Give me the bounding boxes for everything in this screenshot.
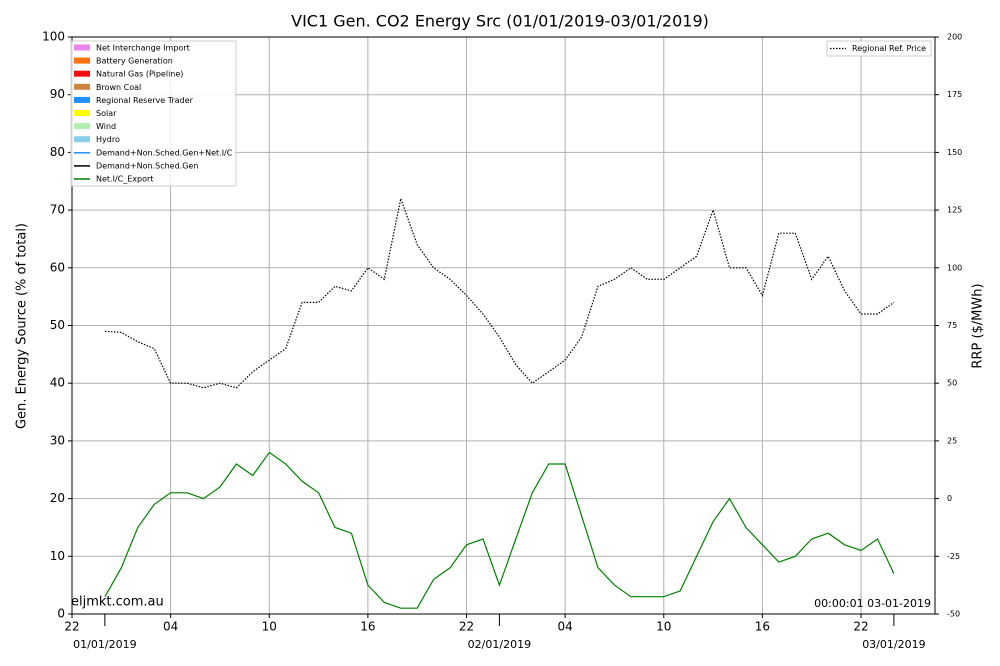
legend-label: Demand+Non.Sched.Gen+Net.I/C [96, 148, 233, 157]
y-tick-label: 50 [50, 318, 65, 332]
y-tick-label: 70 [50, 203, 65, 217]
y2-tick-label: 75 [947, 321, 957, 330]
legend2-box [826, 40, 932, 57]
x-tick-label: 22 [853, 620, 868, 634]
timestamp: 00:00:01 03-01-2019 [814, 597, 931, 610]
y-tick-label: 20 [50, 491, 65, 505]
x-date-label: 01/01/2019 [73, 638, 136, 651]
legend-swatch [74, 44, 90, 51]
y2-tick-label: -25 [947, 552, 960, 561]
x-tick-label: 10 [656, 620, 671, 634]
y-tick-label: 0 [57, 607, 65, 621]
y2-axis-label: RRP ($/MWh) [971, 283, 986, 368]
y2-tick-label: 175 [947, 90, 962, 99]
legend-label: Natural Gas (Pipeline) [96, 70, 183, 79]
legend-swatch [74, 83, 90, 90]
y2-tick-label: 0 [947, 494, 952, 503]
watermark: eljmkt.com.au [71, 595, 164, 610]
y-tick-label: 10 [50, 549, 65, 563]
chart-title: VIC1 Gen. CO2 Energy Src (01/01/2019-03/… [291, 12, 709, 31]
y-tick-label: 30 [50, 433, 65, 447]
x-tick-label: 22 [459, 620, 474, 634]
y2-tick-label: 50 [947, 379, 957, 388]
legend-label: Battery Generation [96, 57, 173, 66]
y2-tick-label: 100 [947, 263, 962, 272]
y-tick-label: 40 [50, 376, 65, 390]
legend-swatch [74, 96, 90, 103]
x-date-label: 02/01/2019 [468, 638, 531, 651]
x-date-label: 03/01/2019 [862, 638, 925, 651]
x-tick-label: 04 [163, 620, 178, 634]
y-tick-label: 60 [50, 260, 65, 274]
y2-tick-label: 125 [947, 206, 962, 215]
legend-label: Regional Reserve Trader [96, 96, 194, 105]
series-line [104, 451, 895, 609]
legend-swatch [74, 136, 90, 143]
y2-tick-label: 150 [947, 148, 962, 157]
legend-label: Net Interchange Import [96, 44, 190, 53]
legend-label: Regional Ref. Price [852, 44, 926, 53]
y-tick-label: 80 [50, 145, 65, 159]
legend-label: Brown Coal [96, 83, 141, 92]
legend-label: Demand+Non.Sched.Gen [96, 161, 198, 170]
legend-label: Wind [96, 122, 116, 131]
legend-label: Solar [96, 109, 117, 118]
x-tick-label: 16 [360, 620, 375, 634]
x-tick-label: 04 [558, 620, 573, 634]
y2-tick-label: -50 [947, 610, 960, 619]
legend-label: Hydro [96, 135, 120, 144]
legend-swatch [74, 123, 90, 130]
y-axis-label: Gen. Energy Source (% of total) [15, 223, 30, 429]
y-tick-label: 100 [42, 30, 65, 44]
y-tick-label: 90 [50, 87, 65, 101]
legend-swatch [74, 110, 90, 116]
legend-box [70, 40, 237, 187]
x-tick-label: 22 [64, 620, 79, 634]
legend-swatch [74, 57, 90, 64]
series-line [104, 196, 895, 389]
legend-swatch [74, 70, 90, 77]
legend-label: Net.I/C_Export [96, 175, 153, 184]
plot-frame [71, 36, 936, 615]
x-tick-label: 10 [262, 620, 277, 634]
x-tick-label: 16 [755, 620, 770, 634]
y2-tick-label: 25 [947, 436, 957, 445]
y2-tick-label: 200 [947, 33, 962, 42]
